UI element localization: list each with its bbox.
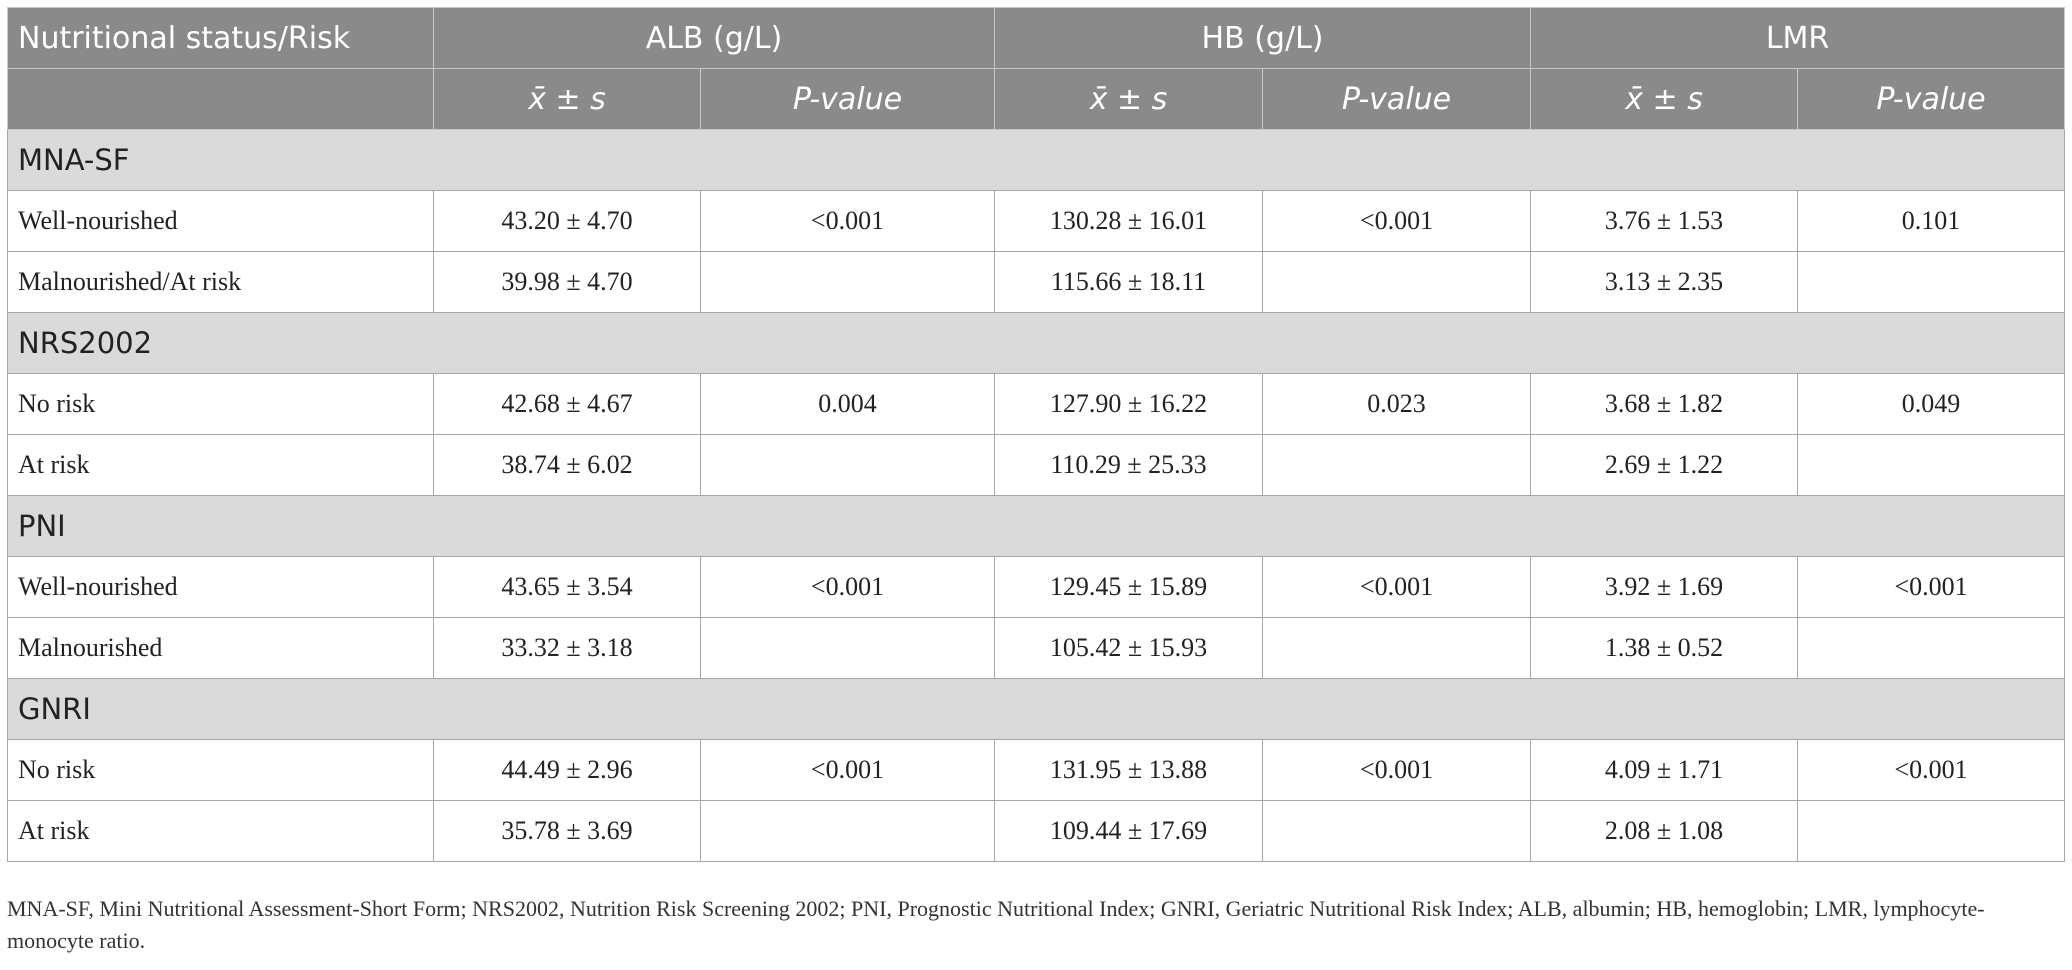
footnote: MNA-SF, Mini Nutritional Assessment-Shor… bbox=[7, 896, 1985, 953]
cell bbox=[1262, 434, 1532, 496]
subcolumn-header: P-value bbox=[1262, 68, 1532, 130]
header-row: Nutritional status/Risk ALB (g/L) HB (g/L)… bbox=[7, 7, 2066, 69]
section-title: MNA-SF bbox=[6, 129, 2066, 191]
cell bbox=[1797, 800, 2066, 862]
cell: 3.13 ± 2.35 bbox=[1530, 251, 1799, 313]
section-row: PNI bbox=[6, 495, 2066, 557]
cell: 0.004 bbox=[699, 373, 996, 435]
cell: 42.68 ± 4.67 bbox=[433, 373, 701, 435]
cell bbox=[699, 251, 996, 313]
row-label: No risk bbox=[7, 739, 434, 801]
section-row: NRS2002 bbox=[6, 312, 2066, 374]
section-row: GNRI bbox=[6, 678, 2066, 740]
cell: 130.28 ± 16.01 bbox=[994, 190, 1264, 252]
cell bbox=[1797, 251, 2066, 313]
cell: 4.09 ± 1.71 bbox=[1530, 739, 1799, 801]
data-row: No risk 42.68 ± 4.67 0.004 127.90 ± 16.22 0.… bbox=[7, 373, 2066, 435]
cell: 33.32 ± 3.18 bbox=[433, 617, 701, 679]
cell: 0.101 bbox=[1797, 190, 2066, 252]
data-row: Malnourished/At risk 39.98 ± 4.70 115.66 ±… bbox=[7, 251, 2066, 313]
cell bbox=[699, 800, 996, 862]
cell: 3.92 ± 1.69 bbox=[1530, 556, 1799, 618]
cell: 131.95 ± 13.88 bbox=[994, 739, 1264, 801]
data-row: Well-nourished 43.20 ± 4.70 <0.001 130.28 ±… bbox=[7, 190, 2066, 252]
cell: 2.08 ± 1.08 bbox=[1530, 800, 1799, 862]
section-row: MNA-SF bbox=[6, 129, 2066, 191]
cell: 2.69 ± 1.22 bbox=[1530, 434, 1799, 496]
cell: <0.001 bbox=[1262, 190, 1532, 252]
header-cell bbox=[7, 68, 434, 130]
cell: 1.38 ± 0.52 bbox=[1530, 617, 1799, 679]
subcolumn-header: x̄ ± s bbox=[433, 68, 701, 130]
cell: <0.001 bbox=[1262, 739, 1532, 801]
data-row: Malnourished 33.32 ± 3.18 105.42 ± 15.93 1.… bbox=[7, 617, 2066, 679]
row-label: No risk bbox=[7, 373, 434, 435]
subcolumn-header: x̄ ± s bbox=[994, 68, 1264, 130]
group-header: HB (g/L) bbox=[994, 7, 1532, 69]
row-label: At risk bbox=[7, 800, 434, 862]
cell bbox=[1797, 617, 2066, 679]
data-row: No risk 44.49 ± 2.96 <0.001 131.95 ± 13.88 <… bbox=[7, 739, 2066, 801]
section-title: NRS2002 bbox=[6, 312, 2066, 374]
row-label: Malnourished/At risk bbox=[7, 251, 434, 313]
row-label: Malnourished bbox=[7, 617, 434, 679]
cell: 129.45 ± 15.89 bbox=[994, 556, 1264, 618]
cell: 43.20 ± 4.70 bbox=[433, 190, 701, 252]
subcolumn-header: P-value bbox=[1797, 68, 2066, 130]
cell: 115.66 ± 18.11 bbox=[994, 251, 1264, 313]
row-label: Well-nourished bbox=[7, 190, 434, 252]
cell: 3.68 ± 1.82 bbox=[1530, 373, 1799, 435]
group-header: ALB (g/L) bbox=[432, 7, 996, 69]
group-header: LMR bbox=[1530, 7, 2066, 69]
cell: 35.78 ± 3.69 bbox=[433, 800, 701, 862]
cell: 0.049 bbox=[1797, 373, 2066, 435]
section-title: PNI bbox=[6, 495, 2066, 557]
cell: <0.001 bbox=[699, 739, 996, 801]
cell: <0.001 bbox=[699, 190, 996, 252]
cell bbox=[1262, 617, 1532, 679]
row-label: At risk bbox=[7, 434, 434, 496]
subcolumn-header: P-value bbox=[699, 68, 996, 130]
section-title: GNRI bbox=[6, 678, 2066, 740]
data-row: At risk 35.78 ± 3.69 109.44 ± 17.69 2.08 ± … bbox=[7, 800, 2066, 862]
cell: 43.65 ± 3.54 bbox=[433, 556, 701, 618]
cell: 38.74 ± 6.02 bbox=[433, 434, 701, 496]
cell: <0.001 bbox=[1797, 556, 2066, 618]
cell: 3.76 ± 1.53 bbox=[1530, 190, 1799, 252]
header-cell: Nutritional status/Risk bbox=[7, 7, 434, 69]
cell bbox=[1797, 434, 2066, 496]
cell: 110.29 ± 25.33 bbox=[994, 434, 1264, 496]
subcolumn-header: x̄ ± s bbox=[1530, 68, 1799, 130]
cell: 0.023 bbox=[1262, 373, 1532, 435]
cell bbox=[699, 617, 996, 679]
cell: 127.90 ± 16.22 bbox=[994, 373, 1264, 435]
cell bbox=[1262, 251, 1532, 313]
cell bbox=[699, 434, 996, 496]
cell: 39.98 ± 4.70 bbox=[433, 251, 701, 313]
data-table: Nutritional status/Risk ALB (g/L) HB (g/L)… bbox=[6, 7, 2066, 862]
cell: <0.001 bbox=[699, 556, 996, 618]
row-label: Well-nourished bbox=[7, 556, 434, 618]
cell: <0.001 bbox=[1797, 739, 2066, 801]
cell: 105.42 ± 15.93 bbox=[994, 617, 1264, 679]
cell: <0.001 bbox=[1262, 556, 1532, 618]
data-row: At risk 38.74 ± 6.02 110.29 ± 25.33 2.69 ± … bbox=[7, 434, 2066, 496]
cell bbox=[1262, 800, 1532, 862]
table-wrap: Nutritional status/Risk ALB (g/L) HB (g/L)… bbox=[6, 7, 2066, 862]
subheader-row: x̄ ± s P-value x̄ ± s P-value x̄ ± s P-value bbox=[7, 68, 2066, 130]
cell: 109.44 ± 17.69 bbox=[994, 800, 1264, 862]
cell: 44.49 ± 2.96 bbox=[433, 739, 701, 801]
data-row: Well-nourished 43.65 ± 3.54 <0.001 129.45 ±… bbox=[7, 556, 2066, 618]
